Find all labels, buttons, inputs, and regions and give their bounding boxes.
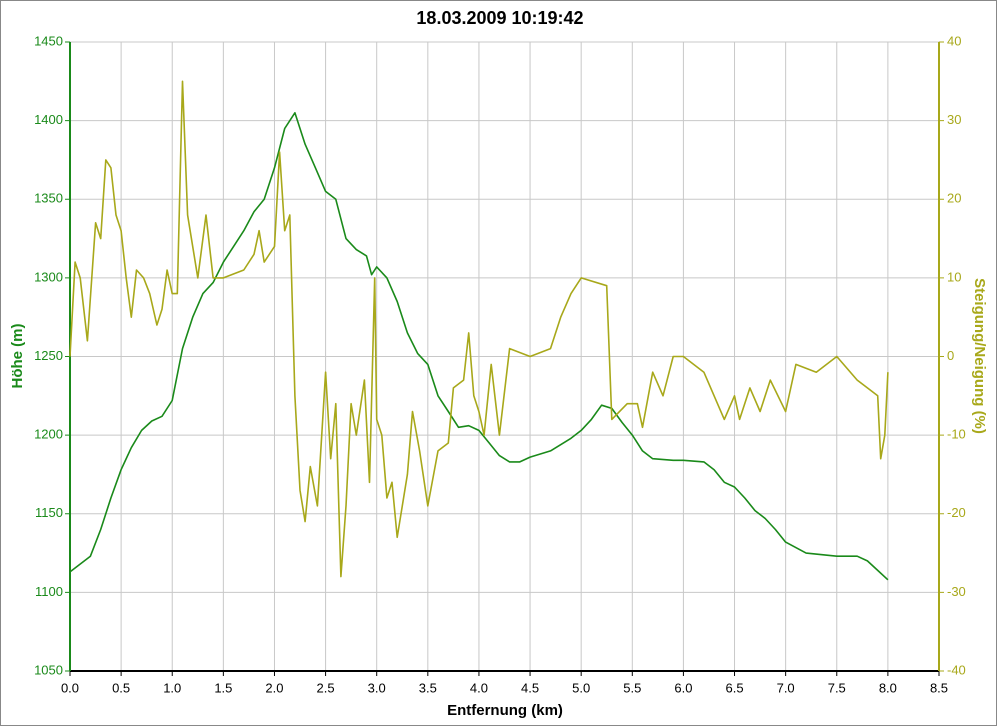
series-line	[69, 112, 889, 581]
y2-tick-label: 10	[947, 269, 961, 284]
y-tick-label: 1150	[35, 505, 63, 520]
y-tick-label: 1300	[34, 269, 63, 284]
x-tick-label: 1.0	[163, 680, 181, 695]
y-tick-label: 1450	[34, 33, 63, 48]
y2-tick-label: -30	[947, 584, 966, 599]
y-axis-label: Höhe (m)	[9, 324, 26, 389]
y-tick-label: 1100	[35, 584, 63, 599]
x-tick-label: 5.0	[572, 680, 590, 695]
chart-title: 18.03.2009 10:19:42	[416, 8, 583, 28]
y-tick-label: 1350	[34, 191, 63, 206]
x-tick-label: 0.0	[61, 680, 79, 695]
x-tick-label: 8.0	[879, 680, 897, 695]
x-tick-label: 2.0	[265, 680, 283, 695]
y-tick-label: 1250	[34, 348, 63, 363]
y2-tick-label: -10	[947, 427, 966, 442]
x-axis-label: Entfernung (km)	[447, 702, 563, 719]
y-tick-label: 1200	[34, 427, 63, 442]
y2-tick-label: 40	[947, 33, 961, 48]
y2-tick-label: -40	[947, 662, 966, 677]
x-tick-label: 6.5	[725, 680, 743, 695]
x-tick-label: 5.5	[623, 680, 641, 695]
y-tick-label: 1050	[34, 662, 63, 677]
x-tick-label: 7.0	[777, 680, 795, 695]
y2-tick-label: 0	[947, 348, 954, 363]
series-line	[69, 80, 889, 578]
y2-tick-label: 20	[947, 191, 961, 206]
x-tick-label: 1.5	[214, 680, 232, 695]
x-tick-label: 4.5	[521, 680, 539, 695]
x-tick-label: 2.5	[317, 680, 335, 695]
x-tick-label: 0.5	[112, 680, 130, 695]
x-tick-label: 8.5	[930, 680, 948, 695]
x-tick-label: 6.0	[674, 680, 692, 695]
x-tick-label: 4.0	[470, 680, 488, 695]
y2-tick-label: -20	[947, 505, 966, 520]
x-tick-label: 3.0	[368, 680, 386, 695]
y2-tick-label: 30	[947, 112, 961, 127]
x-tick-label: 3.5	[419, 680, 437, 695]
y-tick-label: 1400	[34, 112, 63, 127]
x-tick-label: 7.5	[828, 680, 846, 695]
y2-axis-label: Steigung/Neigung (%)	[971, 278, 988, 434]
